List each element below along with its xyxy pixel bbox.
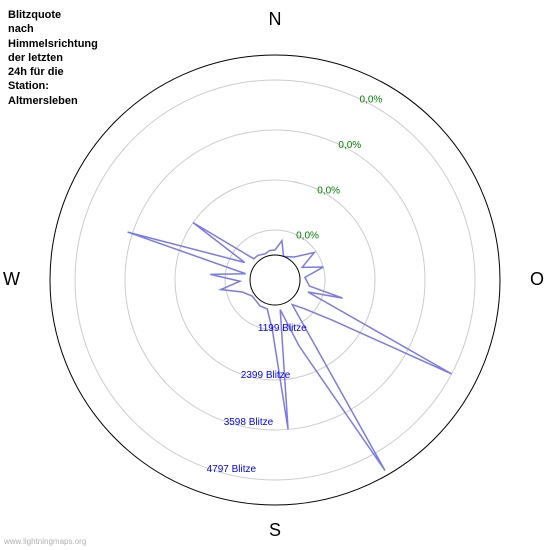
ring-label-count: 2399 Blitze	[241, 370, 291, 381]
ring-label-count: 1199 Blitze	[258, 323, 307, 334]
ring-label-percent: 0,0%	[360, 95, 383, 106]
ring-label-percent: 0,0%	[317, 185, 340, 196]
polar-chart: 0,0% 1199 Blitze 0,0% 2399 Blitze 0,0% 3598 B…	[0, 0, 550, 550]
center-circle	[250, 255, 300, 305]
ring-label-percent: 0,0%	[296, 231, 319, 242]
ring-label-count: 3598 Blitze	[224, 417, 274, 428]
direction-label-W: W	[3, 269, 20, 289]
ring-label-percent: 0,0%	[338, 140, 361, 151]
direction-label-S: S	[269, 520, 281, 540]
direction-label-O: O	[530, 269, 544, 289]
direction-label-N: N	[269, 9, 282, 29]
ring-label-count: 4797 Blitze	[207, 464, 257, 475]
